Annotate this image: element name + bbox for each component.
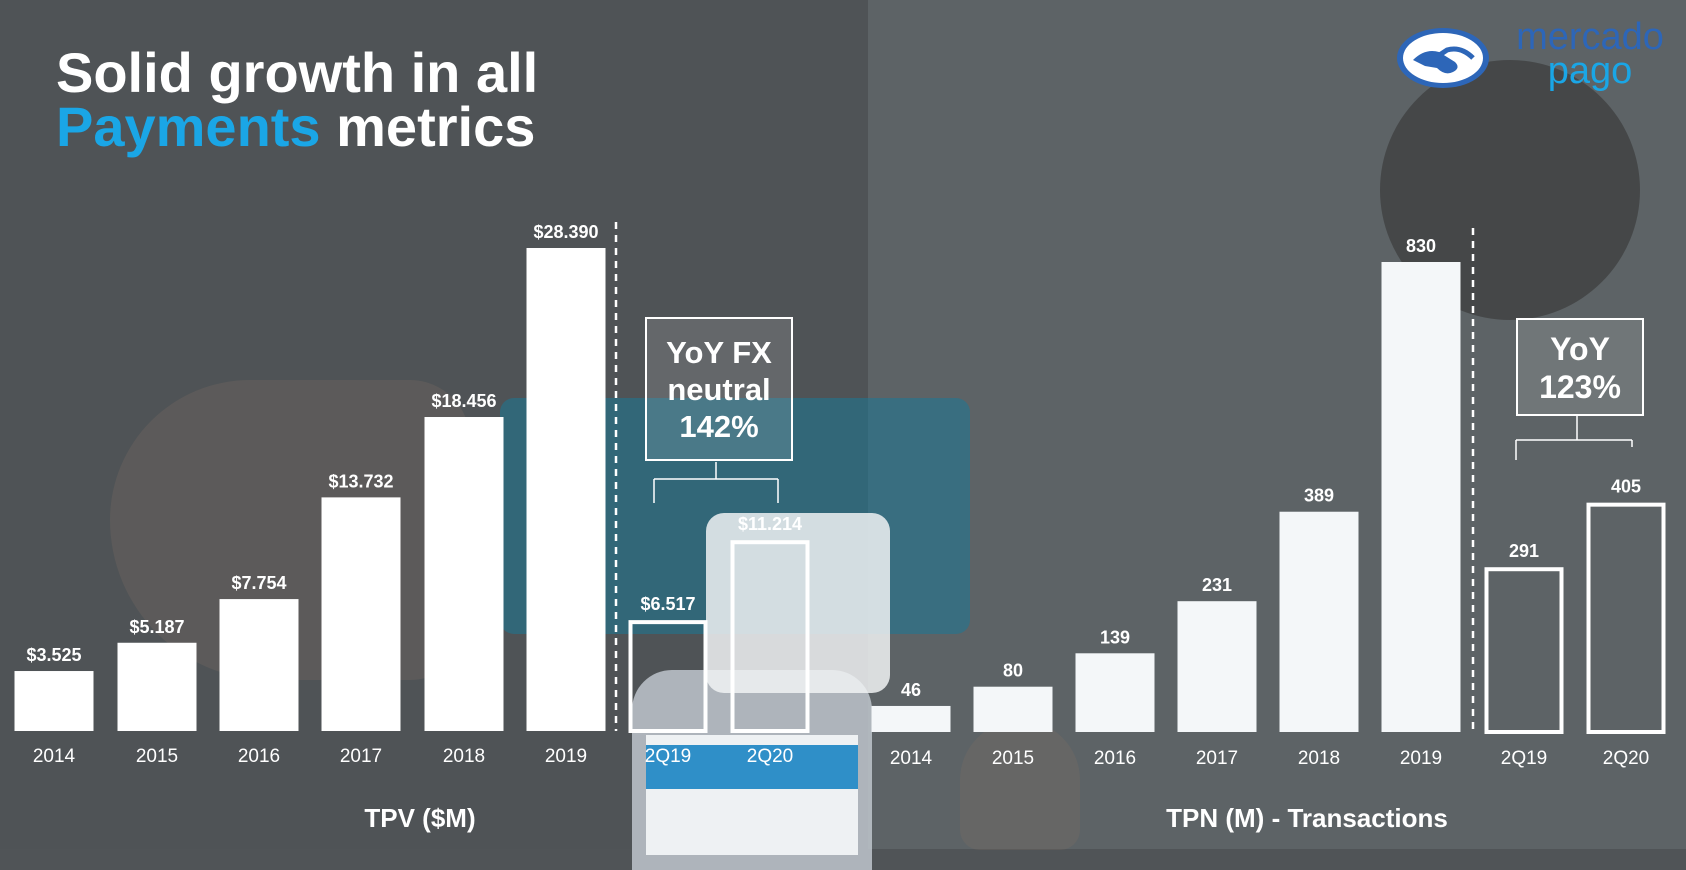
tpn-data-label-2017: 231 <box>1202 575 1232 595</box>
tpv-data-label-2014: $3.525 <box>26 645 81 665</box>
tpn-tick-label-2017: 2017 <box>1196 748 1238 769</box>
tpn-tick-label-2q19: 2Q19 <box>1501 748 1547 769</box>
tpv-callout-line-2: neutral <box>667 372 771 407</box>
tpn-bar-2017 <box>1177 601 1257 732</box>
tpn-callout-line-1: YoY <box>1550 331 1610 367</box>
tpv-callout-bracket <box>653 462 779 503</box>
tpv-data-label-2q19: $6.517 <box>640 594 695 614</box>
tpv-tick-label-2q20: 2Q20 <box>747 746 793 767</box>
tpv-data-label-2015: $5.187 <box>129 617 184 637</box>
tpn-data-label-2q19: 291 <box>1509 541 1539 561</box>
tpv-bar-2017 <box>321 497 401 731</box>
background-photo-phone-bar <box>646 745 858 789</box>
tpv-tick-label-2019: 2019 <box>545 746 587 767</box>
tpn-tick-label-2015: 2015 <box>992 748 1034 769</box>
tpv-data-label-2017: $13.732 <box>328 471 393 491</box>
tpv-data-label-2016: $7.754 <box>231 573 286 593</box>
tpn-bar-2q19 <box>1484 567 1564 734</box>
logo-line-2: pago <box>1547 50 1633 92</box>
tpv-tick-label-2017: 2017 <box>340 746 382 767</box>
tpv-bar-2q19 <box>628 620 708 733</box>
tpn-bar-2018 <box>1279 511 1359 732</box>
tpv-data-label-2018: $18.456 <box>431 391 496 411</box>
mercado-pago-handshake-logo-icon <box>1397 28 1489 88</box>
tpn-tick-label-2016: 2016 <box>1094 748 1136 769</box>
tpn-bar-2q20 <box>1586 502 1666 735</box>
tpn-data-label-2016: 139 <box>1100 627 1130 647</box>
tpn-data-label-2014: 46 <box>901 680 921 700</box>
charts-canvas: $3.525 2014 $5.187 2015 $7.754 2016 $13.732 201… <box>14 222 1666 833</box>
title-accent-word: Payments <box>56 95 321 158</box>
tpv-tick-label-2018: 2018 <box>443 746 485 767</box>
mercado-pago-logo-text: mercado pago <box>1505 18 1675 90</box>
tpn-tick-label-2014: 2014 <box>890 748 933 769</box>
tpv-tick-label-2016: 2016 <box>238 746 280 767</box>
tpn-tick-label-2q20: 2Q20 <box>1603 748 1649 769</box>
tpv-tick-label-2015: 2015 <box>136 746 178 767</box>
tpv-bar-2016 <box>219 599 299 731</box>
tpv-bar-2014 <box>14 671 94 731</box>
tpv-bar-2015 <box>117 642 197 731</box>
tpv-tick-label-2014: 2014 <box>33 746 76 767</box>
tpn-chart: 46 2014 80 2015 139 2016 231 2017 389 2018 830 2019… <box>871 236 1666 833</box>
tpn-data-label-2q20: 405 <box>1611 477 1641 497</box>
tpn-bar-2016 <box>1075 653 1155 732</box>
tpn-yoy-callout: YoY 123% <box>1516 318 1644 416</box>
tpv-axis-title: TPV ($M) <box>364 803 475 833</box>
title-line-2-rest: metrics <box>320 95 536 158</box>
tpv-bar-2q20 <box>730 540 810 733</box>
tpv-bar-2018 <box>424 417 504 731</box>
tpv-callout-line-1: YoY FX <box>666 335 772 370</box>
logo-line-1: mercado <box>1516 16 1664 58</box>
tpv-tick-label-2q19: 2Q19 <box>645 746 691 767</box>
tpn-data-label-2015: 80 <box>1003 661 1023 681</box>
tpn-bar-2019 <box>1381 262 1461 732</box>
tpn-data-label-2019: 830 <box>1406 236 1436 256</box>
tpn-callout-line-2: 123% <box>1539 369 1621 405</box>
title-line-1: Solid growth in all <box>56 41 539 104</box>
tpn-callout-bracket <box>1515 416 1633 460</box>
page-title: Solid growth in all Payments metrics <box>56 45 538 155</box>
tpn-axis-title: TPN (M) - Transactions <box>1166 803 1448 833</box>
tpv-callout-line-3: 142% <box>679 409 759 444</box>
tpn-tick-label-2019: 2019 <box>1400 748 1442 769</box>
tpn-data-label-2018: 389 <box>1304 486 1334 506</box>
tpn-tick-label-2018: 2018 <box>1298 748 1340 769</box>
background-photo-hand-right <box>960 720 1080 850</box>
tpv-chart: $3.525 2014 $5.187 2015 $7.754 2016 $13.732 201… <box>14 222 810 833</box>
tpv-data-label-2019: $28.390 <box>533 222 598 242</box>
tpv-bar-2019 <box>526 248 606 731</box>
tpv-data-label-2q20: $11.214 <box>738 514 802 534</box>
tpv-yoy-callout: YoY FX neutral 142% <box>645 317 793 461</box>
tpn-bar-2015 <box>973 686 1053 732</box>
tpn-bar-2014 <box>871 705 951 732</box>
